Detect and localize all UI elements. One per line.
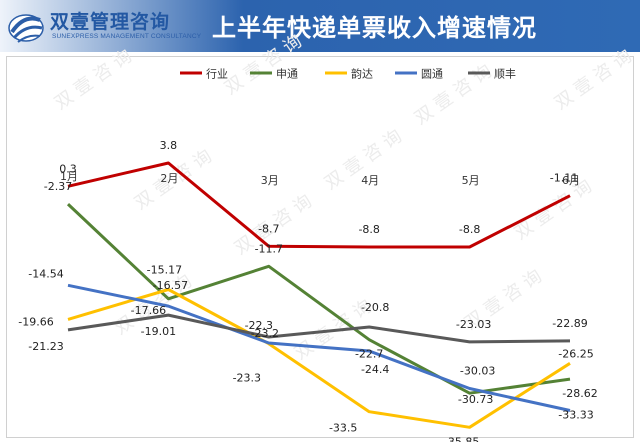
category-tick-label: 3月 bbox=[261, 174, 279, 187]
legend-label: 韵达 bbox=[351, 67, 373, 81]
header-banner: 双壹管理咨询 SUNEXPRESS MANAGEMENT CONSULTANCY… bbox=[0, 0, 640, 52]
data-label: -22.3 bbox=[245, 319, 273, 332]
category-tick-label: 2月 bbox=[160, 172, 178, 185]
data-label: -28.62 bbox=[562, 387, 597, 400]
legend-label: 圆通 bbox=[421, 68, 443, 81]
data-label: -2.37 bbox=[44, 180, 72, 193]
company-logo: 双壹管理咨询 SUNEXPRESS MANAGEMENT CONSULTANCY bbox=[6, 4, 206, 48]
data-label: -22.89 bbox=[552, 317, 587, 330]
logo-subtitle: SUNEXPRESS MANAGEMENT CONSULTANCY bbox=[52, 33, 202, 40]
logo-text: 双壹管理咨询 bbox=[50, 11, 171, 33]
data-label: 0.3 bbox=[59, 162, 77, 175]
data-label: -30.03 bbox=[460, 365, 495, 378]
watermark-text: 双 壹 咨 询 bbox=[551, 46, 636, 114]
watermark-text: 双 壹 咨 询 bbox=[51, 46, 136, 114]
data-label: -14.54 bbox=[28, 267, 63, 280]
data-label: -33.5 bbox=[329, 422, 357, 435]
data-label: -23.2 bbox=[251, 327, 279, 340]
watermark-text: 双 壹 咨 询 bbox=[511, 176, 596, 244]
series-line-行业 bbox=[67, 161, 571, 249]
data-label: -17.66 bbox=[131, 304, 166, 317]
data-label: -15.17 bbox=[147, 263, 182, 276]
data-label: -1.11 bbox=[550, 172, 578, 185]
watermark-text: 双 壹 咨 询 bbox=[221, 31, 306, 99]
category-tick-label: 1月 bbox=[60, 170, 78, 183]
data-label: -19.66 bbox=[18, 315, 53, 328]
data-label: -24.4 bbox=[361, 363, 389, 376]
series-line-圆通 bbox=[67, 283, 571, 412]
data-label: -30.73 bbox=[458, 393, 493, 406]
series-line-韵达 bbox=[67, 288, 571, 429]
series-line-顺丰 bbox=[67, 313, 571, 344]
category-tick-label: 5月 bbox=[462, 174, 480, 187]
data-label: -8.7 bbox=[258, 222, 279, 235]
data-label: -33.33 bbox=[558, 409, 593, 422]
legend-label: 申通 bbox=[276, 68, 298, 81]
data-label: -11.7 bbox=[255, 242, 283, 255]
data-label: -23.03 bbox=[456, 318, 491, 331]
data-label: -16.57 bbox=[153, 279, 188, 292]
category-tick-label: 6月 bbox=[562, 174, 580, 187]
data-label: -19.01 bbox=[141, 325, 176, 338]
data-label: -21.23 bbox=[28, 340, 63, 353]
legend-label: 行业 bbox=[206, 68, 228, 81]
data-label: -26.25 bbox=[558, 347, 593, 360]
data-label: -23.3 bbox=[233, 372, 261, 385]
logo-swoosh-icon bbox=[8, 14, 44, 43]
page-title: 上半年快递单票收入增速情况 bbox=[212, 14, 537, 42]
data-label: -8.8 bbox=[459, 223, 480, 236]
data-label: -8.8 bbox=[358, 223, 379, 236]
data-label: -35.85 bbox=[444, 435, 479, 442]
data-label: -22.7 bbox=[355, 348, 383, 361]
data-label: -20.8 bbox=[361, 301, 389, 314]
legend-label: 顺丰 bbox=[494, 68, 516, 81]
category-tick-label: 4月 bbox=[361, 174, 379, 187]
data-label: 3.8 bbox=[160, 139, 178, 152]
